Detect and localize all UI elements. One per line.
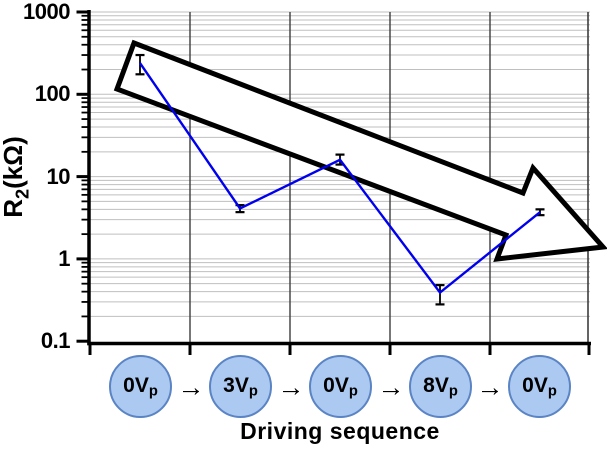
y-tick-label-10: 10: [46, 164, 71, 189]
y-axis-title-main: R: [0, 198, 28, 218]
sequence-step-3-label: 0Vp: [323, 373, 358, 400]
sequence-step-5: 0Vp: [508, 355, 571, 418]
sequence-step-4-label: 8Vp: [423, 373, 458, 400]
y-axis-title-unit: (kΩ): [0, 136, 28, 189]
sequence-step-4: 8Vp: [409, 355, 472, 418]
sequence-step-2-label: 3Vp: [223, 373, 258, 400]
y-tick-label-01: 0.1: [40, 328, 71, 353]
data-series-line: [139, 62, 541, 295]
sequence-step-5-label: 0Vp: [522, 373, 557, 400]
sequence-arrow-icon: →: [476, 372, 504, 402]
sequence-arrow-icon: →: [177, 372, 205, 402]
y-tick-label-1000: 1000: [23, 0, 70, 24]
sequence-step-1-label: 0Vp: [123, 373, 158, 400]
trend-arrow-annotation: [113, 39, 607, 262]
y-tick-label-1: 1: [58, 246, 70, 271]
sequence-arrow-icon: →: [277, 372, 305, 402]
sequence-step-1: 0Vp: [109, 355, 172, 418]
y-axis-title: R2(kΩ): [0, 131, 33, 223]
x-axis-title: Driving sequence: [240, 418, 440, 444]
sequence-step-2: 3Vp: [209, 355, 272, 418]
sequence-step-3: 0Vp: [309, 355, 372, 418]
y-tick-label-100: 100: [34, 81, 71, 106]
sequence-arrow-icon: →: [377, 372, 405, 402]
y-axis-title-subscript: 2: [12, 188, 33, 199]
